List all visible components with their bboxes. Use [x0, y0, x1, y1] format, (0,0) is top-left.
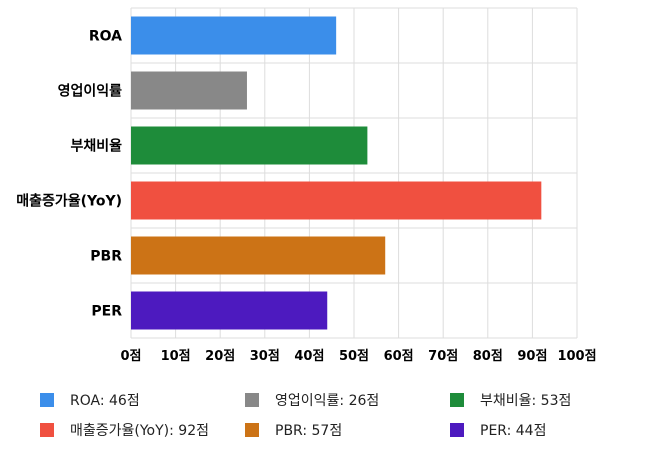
- x-tick-label: 80점: [473, 349, 503, 364]
- grid-lines: [130, 7, 578, 339]
- category-label: 영업이익률: [58, 83, 123, 100]
- x-tick-label: 30점: [250, 349, 280, 364]
- legend-item: PBR: 57점: [245, 420, 342, 440]
- legend-label: ROA: 46점: [70, 393, 140, 409]
- legend-item: 매출증가율(YoY): 92점: [40, 420, 209, 440]
- x-tick-label: 70점: [428, 349, 458, 364]
- legend-label: PBR: 57점: [275, 423, 343, 439]
- legend-label: 영업이익률: 26점: [275, 393, 380, 409]
- x-tick-label: 10점: [161, 349, 191, 364]
- legend-item: PER: 44점: [450, 420, 546, 440]
- legend-swatch: [450, 423, 464, 437]
- category-label: PER: [91, 304, 122, 320]
- bar: [131, 236, 386, 275]
- legend-swatch: [450, 393, 464, 407]
- x-tick-label: 50점: [339, 349, 369, 364]
- category-label: ROA: [89, 29, 122, 45]
- x-tick-label: 60점: [384, 349, 414, 364]
- legend-label: PER: 44점: [480, 423, 547, 439]
- x-tick-label: 20점: [205, 349, 235, 364]
- bars: [131, 16, 542, 330]
- category-label: PBR: [90, 249, 122, 265]
- bar: [131, 71, 247, 110]
- bar: [131, 291, 328, 330]
- legend-label: 매출증가율(YoY): 92점: [70, 423, 209, 439]
- bar: [131, 126, 368, 165]
- x-tick-label: 100점: [557, 349, 596, 364]
- legend-item: 영업이익률: 26점: [245, 390, 379, 410]
- legend-item: 부채비율: 53점: [450, 390, 571, 410]
- bar: [131, 181, 542, 220]
- category-label: 매출증가율(YoY): [16, 193, 122, 210]
- x-tick-labels: 0점 10점 20점 30점 40점 50점 60점 70점 80점 90점 100점: [120, 349, 596, 364]
- x-tick-label: 0점: [120, 349, 141, 364]
- legend-swatch: [40, 423, 54, 437]
- legend-swatch: [245, 423, 259, 437]
- bar: [131, 16, 337, 55]
- category-label: 부채비율: [70, 138, 122, 155]
- legend-label: 부채비율: 53점: [480, 393, 572, 409]
- legend-swatch: [40, 393, 54, 407]
- x-tick-label: 40점: [294, 349, 324, 364]
- legend-swatch: [245, 393, 259, 407]
- legend-item: ROA: 46점: [40, 390, 140, 410]
- x-tick-label: 90점: [517, 349, 547, 364]
